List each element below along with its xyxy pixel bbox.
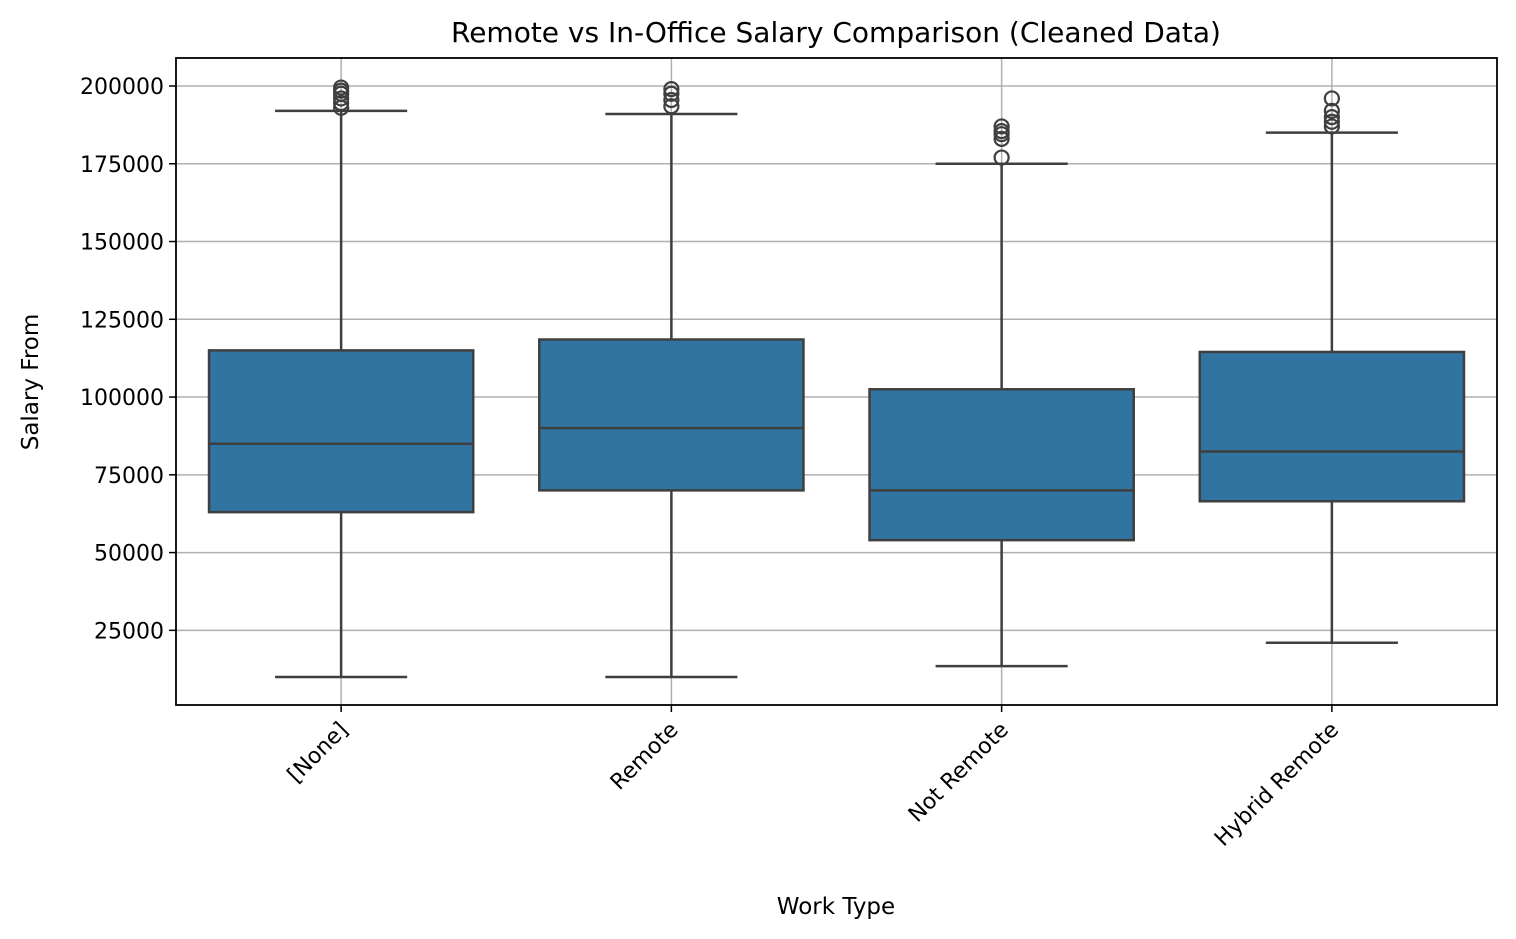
outlier-point [663, 85, 680, 102]
outlier-point [1323, 102, 1340, 119]
chart-title: Remote vs In-Office Salary Comparison (C… [451, 16, 1221, 49]
x-tick-label: Hybrid Remote [1210, 718, 1344, 852]
y-tick-label: 175000 [80, 153, 164, 178]
outlier-point [993, 130, 1010, 147]
y-tick-label: 150000 [80, 231, 164, 256]
boxes-layer [207, 79, 1466, 679]
y-tick-label: 200000 [80, 75, 164, 100]
x-tick-label: Remote [606, 718, 684, 796]
outlier-point [1323, 113, 1340, 130]
outlier-point [333, 95, 350, 112]
y-tick-label: 25000 [94, 619, 164, 644]
y-tick-label: 50000 [94, 542, 164, 567]
iqr-box [1198, 350, 1466, 503]
y-axis: 25000 50000 75000 100000 125000 150000 175000 2… [80, 75, 176, 644]
x-axis: [None] Remote Not Remote Hybrid Remote [283, 705, 1344, 852]
y-tick-label: 125000 [80, 308, 164, 333]
outlier-point [333, 90, 350, 107]
outlier-point [993, 118, 1010, 135]
box-group [207, 79, 475, 679]
y-tick-label: 100000 [80, 386, 164, 411]
outlier-point [993, 149, 1010, 166]
outlier-point [1323, 90, 1340, 107]
plot-frame [175, 57, 1498, 706]
outlier-point [1323, 118, 1340, 135]
iqr-box [868, 388, 1135, 542]
x-tick-label: Not Remote [904, 718, 1014, 828]
outlier-point [663, 98, 680, 115]
outlier-point [663, 81, 680, 98]
iqr-box [538, 338, 805, 492]
iqr-box [207, 349, 475, 514]
outlier-point [1323, 109, 1340, 126]
y-axis-label: Salary From [18, 314, 44, 451]
x-tick-label: [None] [283, 718, 353, 788]
outlier-point [333, 79, 350, 96]
box-group [1198, 90, 1466, 645]
outlier-point [993, 122, 1010, 140]
box-group [538, 81, 805, 679]
y-tick-label: 75000 [94, 464, 164, 489]
box-group [868, 118, 1135, 668]
outlier-point [663, 91, 680, 109]
x-axis-label: Work Type [777, 894, 895, 920]
